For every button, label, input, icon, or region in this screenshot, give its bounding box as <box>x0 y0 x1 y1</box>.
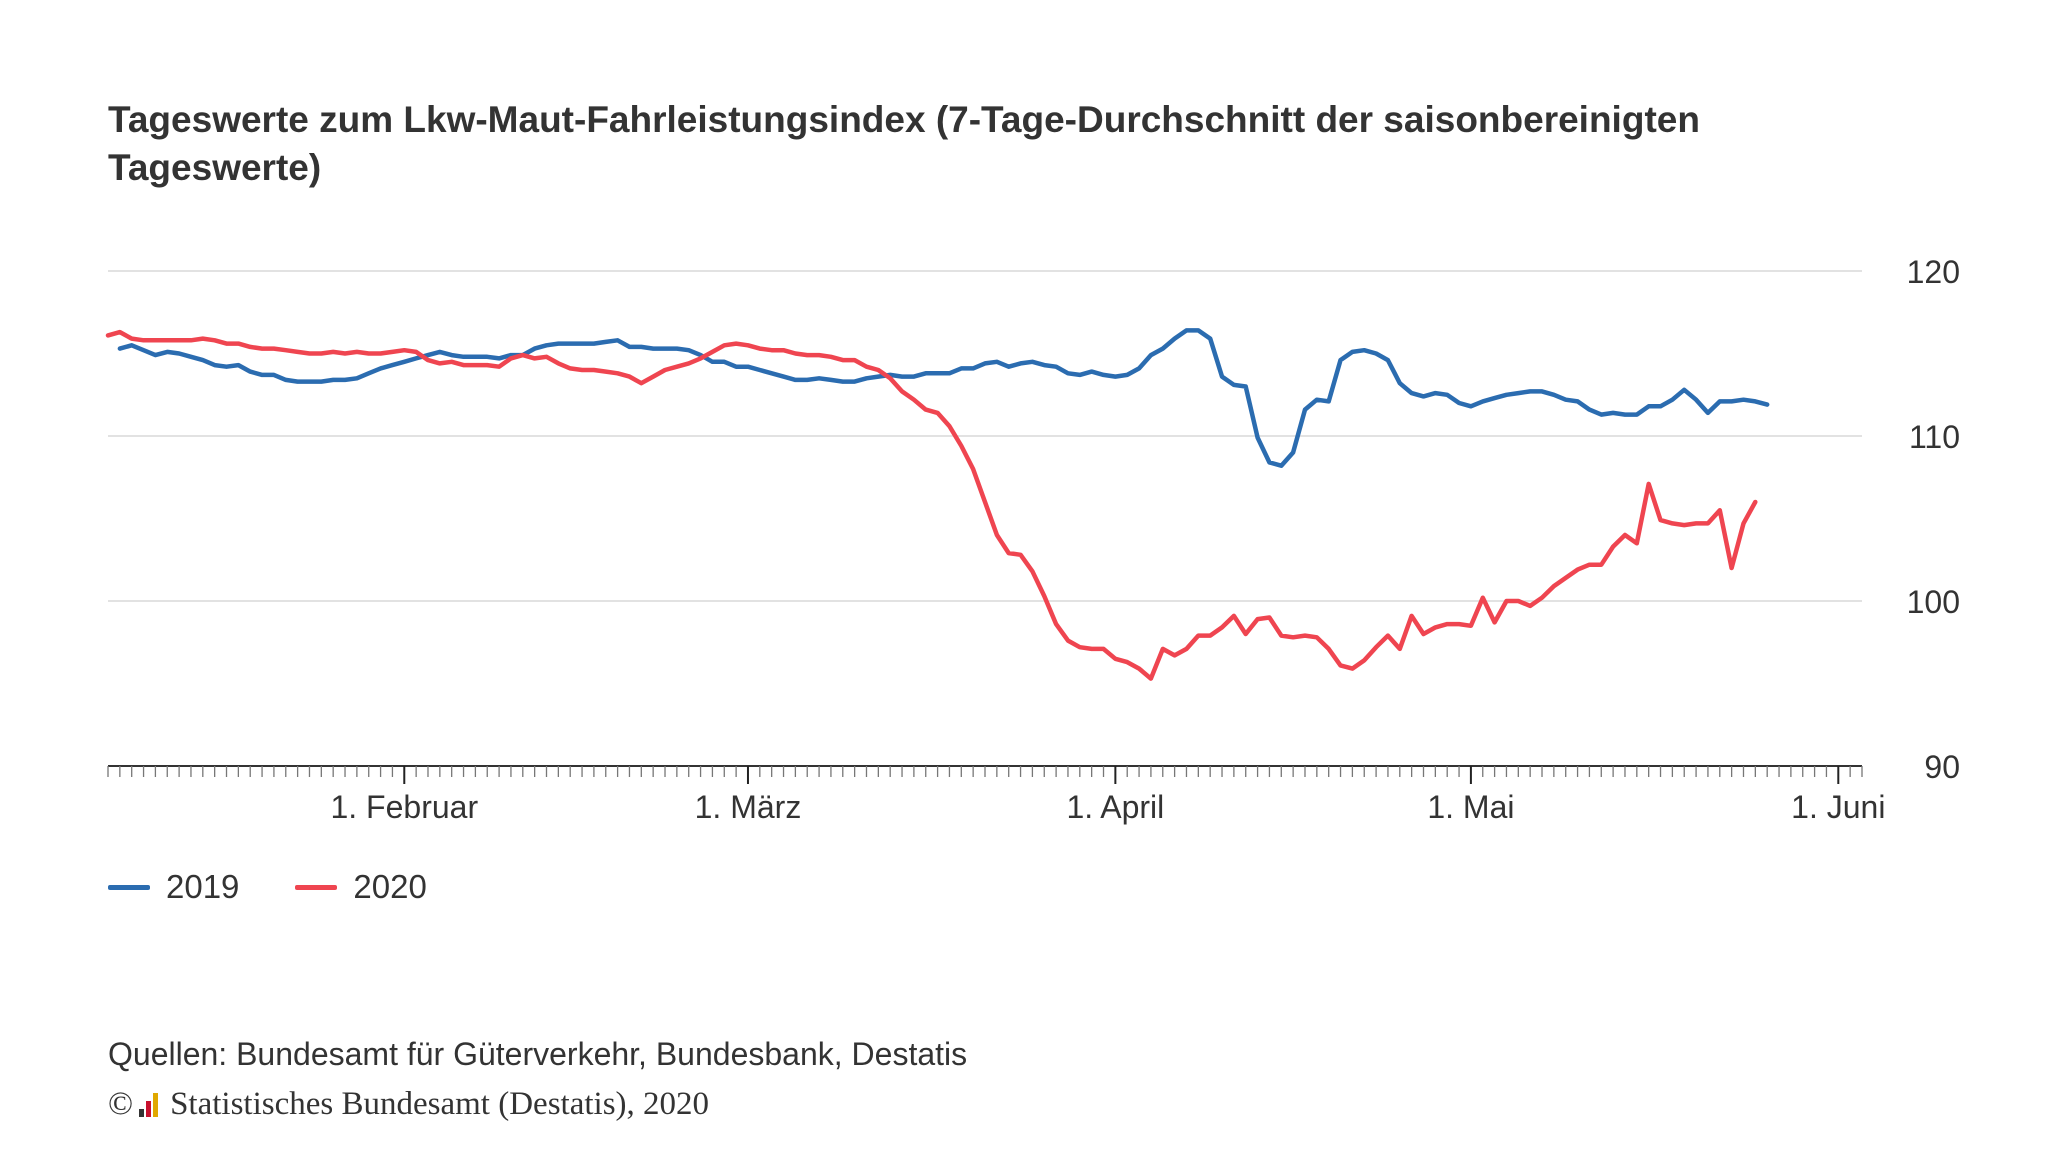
legend-label-2019: 2019 <box>166 868 240 905</box>
destatis-logo-icon <box>139 1092 160 1117</box>
x-tick-label: 1. Juni <box>1791 789 1885 825</box>
gridlines <box>108 270 1862 602</box>
source-note: Quellen: Bundesamt für Güterverkehr, Bun… <box>108 1036 968 1072</box>
legend-item-2020[interactable]: 2020 <box>295 868 427 906</box>
copyright-line: © Statistisches Bundesamt (Destatis), 20… <box>108 1086 709 1123</box>
copyright-icon: © <box>108 1086 134 1122</box>
series-line-2019 <box>117 328 1770 468</box>
legend: 2019 2020 <box>108 868 483 906</box>
y-tick-label: 120 <box>1907 254 1960 290</box>
x-tick-label: 1. April <box>1066 789 1164 825</box>
x-tick-label: 1. Mai <box>1427 789 1514 825</box>
chart-title: Tageswerte zum Lkw-Maut-Fahrleistungsind… <box>108 99 1700 188</box>
copyright-text: Statistisches Bundesamt (Destatis), 2020 <box>170 1086 710 1122</box>
x-tick-label: 1. März <box>695 789 802 825</box>
y-tick-label: 90 <box>1924 749 1960 785</box>
series-lines <box>105 328 1770 681</box>
legend-swatch-2019 <box>108 884 150 890</box>
x-tick-label: 1. Februar <box>330 789 478 825</box>
legend-label-2020: 2020 <box>353 868 427 905</box>
x-axis <box>107 765 1863 784</box>
axis-labels: 90 100 110 120 1. Februar 1. März 1. April 1. M… <box>330 254 1960 825</box>
legend-item-2019[interactable]: 2019 <box>108 868 239 906</box>
legend-swatch-2020 <box>295 884 338 890</box>
y-tick-label: 110 <box>1909 419 1960 455</box>
series-line-2020 <box>105 329 1758 681</box>
y-tick-label: 100 <box>1907 584 1960 620</box>
